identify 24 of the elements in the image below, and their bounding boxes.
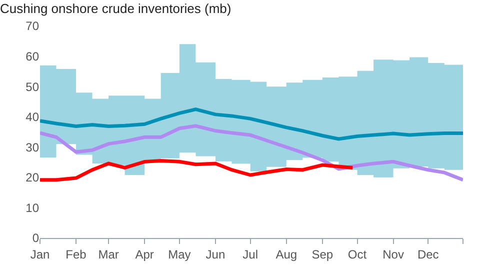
line-series — [40, 108, 463, 141]
x-tick-label: May — [168, 247, 191, 262]
x-tick-label: Feb — [66, 247, 87, 262]
x-tick-label: Dec — [417, 247, 439, 262]
y-tick-label: 50 — [26, 80, 40, 94]
x-tick-label: Mar — [98, 247, 119, 262]
x-tick-label: Aug — [276, 247, 298, 262]
y-tick-label: 40 — [26, 110, 40, 124]
x-tick-label: Jul — [242, 247, 258, 262]
x-tick-label: Sep — [312, 247, 334, 262]
chart-title: Cushing onshore crude inventories (mb) — [0, 1, 232, 16]
y-tick-label: 20 — [26, 170, 40, 185]
y-tick-label: 70 — [26, 19, 40, 34]
y-tick-label: 10 — [26, 200, 40, 215]
y-tick-label: 60 — [26, 49, 40, 64]
x-tick-label: Jan — [30, 247, 50, 262]
y-tick-label: 30 — [26, 140, 40, 154]
x-tick-label: Apr — [135, 247, 154, 262]
line-series — [40, 159, 354, 182]
y-tick-label: 0 — [32, 231, 40, 246]
line-series — [40, 124, 463, 182]
x-tick-label: Jun — [206, 247, 226, 262]
x-tick-label: Nov — [382, 247, 404, 262]
x-tick-label: Oct — [348, 247, 368, 262]
